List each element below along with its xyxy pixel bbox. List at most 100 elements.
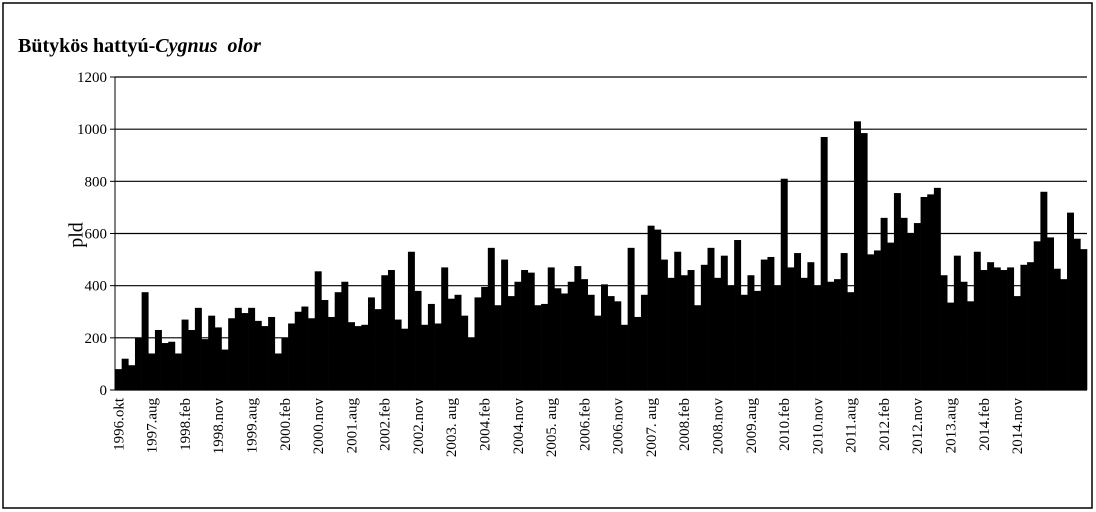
bar [853, 121, 861, 390]
bar [960, 281, 968, 390]
bar [467, 337, 475, 390]
bar [654, 229, 662, 390]
title-text: Bütykös hattyú- [18, 35, 155, 57]
bar [887, 242, 895, 390]
bar [867, 254, 875, 390]
bar [168, 341, 176, 390]
bar [614, 301, 622, 390]
bar [534, 305, 542, 390]
bar [461, 315, 469, 390]
bar [334, 292, 342, 390]
bar [694, 305, 702, 390]
x-tick-label: 2012.feb [877, 398, 893, 451]
bar [647, 225, 655, 390]
bar [374, 309, 382, 390]
bar [154, 330, 162, 390]
bar [341, 281, 349, 390]
bar [481, 286, 489, 390]
bar [607, 296, 615, 390]
bar [847, 292, 855, 390]
bar [414, 290, 422, 390]
bar [441, 267, 449, 390]
x-tick-label: 2008.nov [711, 398, 727, 455]
bar [601, 284, 608, 390]
bar [574, 266, 582, 390]
bar [567, 281, 575, 390]
bar [1047, 237, 1055, 390]
bar [447, 298, 455, 390]
x-tick-label: 2008.feb [677, 398, 693, 451]
x-tick-label: 2004.feb [477, 398, 493, 451]
bar [907, 233, 915, 390]
bar [920, 196, 928, 390]
bar [281, 337, 289, 390]
bar [640, 294, 648, 390]
bar [501, 259, 509, 390]
bar [421, 324, 429, 390]
bar [234, 307, 242, 390]
bar [880, 217, 888, 390]
bar [747, 275, 755, 390]
bar [387, 270, 395, 390]
bar [993, 267, 1001, 390]
bar [161, 343, 169, 390]
bar [521, 270, 529, 390]
x-tick-label: 2007. aug [644, 398, 660, 458]
bar [228, 318, 236, 390]
bar [700, 264, 708, 390]
bar [208, 315, 216, 390]
y-tick-label: 1200 [77, 70, 107, 86]
bar [581, 279, 588, 390]
x-tick-label: 2011.aug [844, 398, 860, 453]
x-tick-label: 2000.nov [311, 398, 327, 455]
x-tick-label: 1998.nov [211, 398, 227, 455]
bar [660, 259, 668, 390]
y-axis-label: pld [66, 222, 88, 248]
bar [288, 323, 296, 390]
bar [561, 293, 569, 390]
x-tick-label: 2002.feb [378, 398, 394, 451]
bar [800, 277, 808, 390]
bar [860, 133, 868, 390]
bar [634, 316, 642, 390]
bar [900, 217, 908, 390]
bar [587, 294, 595, 390]
bar [1080, 249, 1088, 390]
x-tick-label: 2003. aug [444, 398, 460, 458]
bar [121, 358, 129, 390]
bar [527, 272, 535, 390]
bar [241, 313, 249, 390]
bar [720, 255, 728, 390]
x-tick-label: 2000.feb [278, 398, 294, 451]
bar [840, 253, 848, 390]
bar [328, 316, 335, 390]
chart-title: Bütykös hattyú-Cygnus olor [18, 35, 261, 57]
bar [148, 353, 156, 390]
bar [407, 251, 415, 390]
bar [940, 275, 948, 390]
bar [494, 305, 502, 390]
x-tick-label: 1996.okt [111, 397, 127, 451]
bar [620, 324, 628, 390]
bar [827, 281, 835, 390]
x-tick-label: 1998.feb [178, 398, 194, 451]
bar [1027, 262, 1035, 390]
bar [554, 288, 562, 390]
x-tick-label: 2010.nov [810, 398, 826, 455]
bar [787, 267, 795, 390]
bar [1073, 238, 1081, 390]
x-tick-label: 2005. aug [544, 398, 560, 458]
bar [514, 281, 522, 390]
bar [980, 270, 988, 390]
x-tick-label: 2006.feb [577, 398, 593, 451]
bar [174, 353, 182, 390]
bar [913, 223, 921, 390]
bar [381, 275, 389, 390]
x-tick-label: 2004.nov [511, 398, 527, 455]
bar [814, 285, 821, 390]
bar [268, 316, 276, 390]
bar [221, 349, 229, 390]
bar [314, 271, 322, 390]
bar [873, 250, 881, 390]
